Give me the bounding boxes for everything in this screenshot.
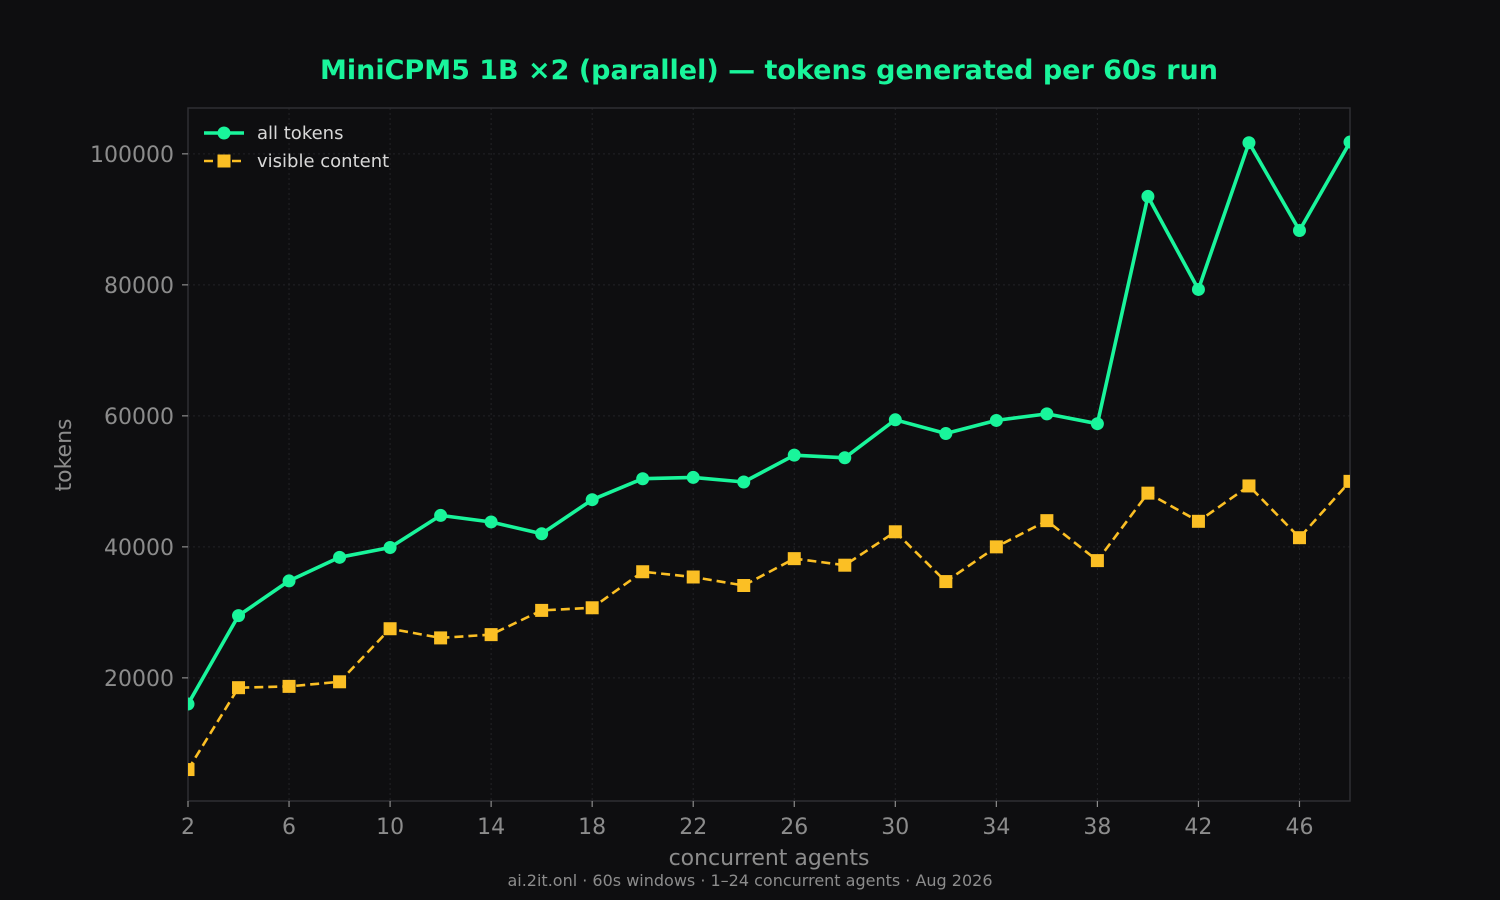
data-point [1191,282,1205,296]
data-point [282,679,296,693]
y-tick-label: 80000 [104,274,174,299]
legend-marker [217,154,231,168]
series-group [188,135,1350,777]
data-point [989,540,1003,554]
data-point [737,475,751,489]
data-point [484,628,498,642]
series-line-2 [188,480,1350,771]
y-axis-label: tokens [52,419,77,492]
data-point [686,570,700,584]
y-tick-label: 100000 [90,143,174,168]
x-axis-label: concurrent agents [669,846,870,871]
data-point [1191,514,1205,528]
data-point [1292,223,1306,237]
data-point [585,601,599,615]
x-tick-label: 10 [376,815,404,840]
data-point [1040,514,1054,528]
data-point [282,574,296,588]
data-point [188,697,195,711]
x-tick-label: 30 [881,815,909,840]
data-point [787,448,801,462]
data-point [888,525,902,539]
y-tick-label: 40000 [104,536,174,561]
legend-label: all tokens [257,123,343,144]
x-tick-label: 46 [1285,815,1313,840]
plot-area: 2 6 10 14 18 22 26 30 34 38 42 46200004000060000800… [90,107,1351,840]
data-point [232,609,246,623]
data-point [383,541,397,555]
legend-label: visible content [257,151,389,172]
data-point [188,763,195,777]
data-point [1040,407,1054,421]
data-point [1343,474,1350,488]
x-tick-label: 38 [1083,815,1111,840]
data-point [1141,486,1155,500]
data-point [535,603,549,617]
data-point [636,472,650,486]
data-point [636,565,650,579]
data-point [1242,136,1256,150]
x-tick-label: 2 [181,815,195,840]
data-point [939,575,953,589]
data-point [333,550,347,564]
data-point [383,622,397,636]
data-point [1343,135,1350,149]
data-point [888,413,902,427]
series-line-1 [188,140,1350,705]
data-point [939,427,953,441]
y-tick-label: 60000 [104,405,174,430]
y-tick-label: 20000 [104,667,174,692]
data-point [838,558,852,572]
data-point [1090,554,1104,568]
data-point [484,515,498,529]
data-point [333,675,347,689]
data-point [1090,417,1104,431]
data-point [1292,531,1306,545]
data-point [1141,189,1155,203]
x-tick-label: 22 [679,815,707,840]
data-point [737,579,751,593]
legend-marker [217,126,231,140]
data-point [434,508,448,522]
data-point [434,631,448,645]
data-point [686,470,700,484]
data-point [1242,479,1256,493]
x-tick-label: 14 [477,815,505,840]
data-point [535,527,549,541]
data-point [787,552,801,566]
x-tick-label: 18 [578,815,606,840]
x-tick-label: 26 [780,815,808,840]
data-point [585,493,599,507]
plot-frame [187,107,1351,802]
data-point [838,451,852,465]
data-point [232,681,246,695]
x-tick-label: 6 [282,815,296,840]
chart-footer: ai.2it.onl · 60s windows · 1–24 concurre… [507,871,992,890]
x-tick-label: 42 [1184,815,1212,840]
data-point [989,413,1003,427]
chart-title: MiniCPM5 1B ×2 (parallel) — tokens gener… [320,55,1218,86]
x-tick-label: 34 [982,815,1010,840]
